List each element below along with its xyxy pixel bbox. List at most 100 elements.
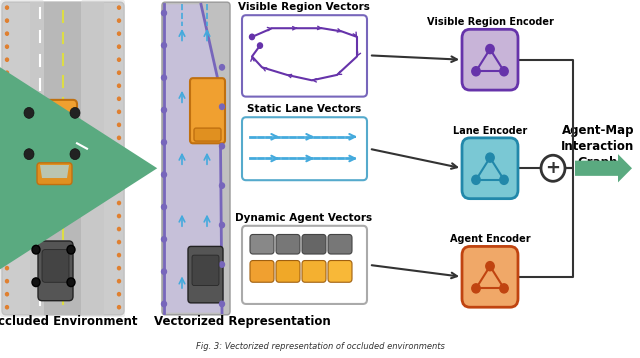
Text: Occluded Environment: Occluded Environment	[0, 315, 138, 328]
Circle shape	[118, 110, 120, 113]
FancyBboxPatch shape	[162, 2, 230, 315]
Circle shape	[541, 155, 565, 181]
Circle shape	[118, 162, 120, 165]
Circle shape	[6, 84, 8, 87]
Circle shape	[118, 19, 120, 22]
FancyBboxPatch shape	[276, 261, 300, 282]
FancyBboxPatch shape	[250, 261, 274, 282]
FancyBboxPatch shape	[32, 100, 77, 187]
Circle shape	[220, 64, 225, 70]
FancyBboxPatch shape	[242, 15, 367, 97]
Circle shape	[118, 306, 120, 309]
Circle shape	[118, 71, 120, 74]
Circle shape	[220, 144, 225, 149]
Circle shape	[118, 123, 120, 126]
Text: Static Lane Vectors: Static Lane Vectors	[247, 104, 361, 114]
Circle shape	[161, 10, 166, 16]
Circle shape	[70, 107, 80, 118]
Circle shape	[250, 34, 255, 40]
Circle shape	[220, 262, 225, 267]
Circle shape	[6, 175, 8, 179]
Circle shape	[24, 107, 34, 118]
Circle shape	[24, 149, 34, 160]
Circle shape	[500, 67, 508, 76]
FancyBboxPatch shape	[2, 2, 124, 315]
Circle shape	[6, 214, 8, 218]
FancyBboxPatch shape	[188, 246, 223, 303]
FancyBboxPatch shape	[242, 117, 367, 180]
Circle shape	[220, 222, 225, 228]
Circle shape	[118, 84, 120, 87]
FancyBboxPatch shape	[81, 0, 125, 317]
Circle shape	[118, 201, 120, 205]
Polygon shape	[164, 4, 222, 313]
Circle shape	[161, 237, 166, 242]
FancyBboxPatch shape	[242, 226, 367, 304]
Text: Visible Region Encoder: Visible Region Encoder	[427, 17, 554, 27]
Circle shape	[6, 97, 8, 100]
FancyBboxPatch shape	[462, 138, 518, 199]
Circle shape	[6, 149, 8, 153]
Polygon shape	[575, 154, 632, 182]
Circle shape	[118, 175, 120, 179]
Text: Vectorized Representation: Vectorized Representation	[154, 315, 330, 328]
Circle shape	[500, 284, 508, 293]
FancyBboxPatch shape	[462, 246, 518, 307]
Circle shape	[118, 266, 120, 270]
FancyBboxPatch shape	[328, 234, 352, 254]
Circle shape	[6, 227, 8, 231]
Circle shape	[118, 214, 120, 218]
Circle shape	[67, 245, 75, 254]
Circle shape	[118, 227, 120, 231]
Circle shape	[118, 136, 120, 140]
Circle shape	[161, 107, 166, 113]
Text: Visible Region Vectors: Visible Region Vectors	[238, 2, 370, 12]
Circle shape	[118, 149, 120, 153]
FancyBboxPatch shape	[0, 0, 44, 317]
Circle shape	[486, 153, 494, 162]
FancyBboxPatch shape	[250, 234, 274, 254]
Circle shape	[472, 175, 480, 184]
FancyBboxPatch shape	[328, 261, 352, 282]
Circle shape	[6, 201, 8, 205]
Circle shape	[6, 253, 8, 257]
Circle shape	[6, 32, 8, 35]
Circle shape	[6, 306, 8, 309]
Text: Agent Encoder: Agent Encoder	[450, 234, 531, 244]
Circle shape	[118, 292, 120, 296]
Circle shape	[500, 175, 508, 184]
Polygon shape	[30, 2, 104, 315]
Circle shape	[220, 183, 225, 188]
Circle shape	[161, 204, 166, 210]
Circle shape	[118, 58, 120, 61]
Circle shape	[6, 6, 8, 9]
Circle shape	[161, 75, 166, 81]
Circle shape	[161, 301, 166, 307]
FancyBboxPatch shape	[38, 241, 73, 301]
FancyBboxPatch shape	[302, 234, 326, 254]
FancyBboxPatch shape	[194, 128, 221, 141]
Circle shape	[6, 110, 8, 113]
Circle shape	[6, 71, 8, 74]
Polygon shape	[40, 165, 69, 178]
Circle shape	[118, 188, 120, 192]
Circle shape	[118, 6, 120, 9]
FancyBboxPatch shape	[192, 255, 219, 285]
Circle shape	[118, 253, 120, 257]
Circle shape	[118, 45, 120, 48]
Circle shape	[161, 43, 166, 48]
Text: Agent-Map
Interaction
Graph: Agent-Map Interaction Graph	[561, 124, 635, 169]
Circle shape	[67, 278, 75, 287]
Circle shape	[70, 149, 80, 160]
Text: +: +	[545, 159, 561, 177]
Circle shape	[6, 241, 8, 244]
Circle shape	[472, 67, 480, 76]
Ellipse shape	[42, 122, 96, 165]
Circle shape	[257, 43, 262, 48]
FancyBboxPatch shape	[37, 163, 72, 184]
Circle shape	[472, 284, 480, 293]
Circle shape	[6, 136, 8, 140]
Circle shape	[118, 32, 120, 35]
Circle shape	[220, 301, 225, 307]
Circle shape	[161, 172, 166, 177]
